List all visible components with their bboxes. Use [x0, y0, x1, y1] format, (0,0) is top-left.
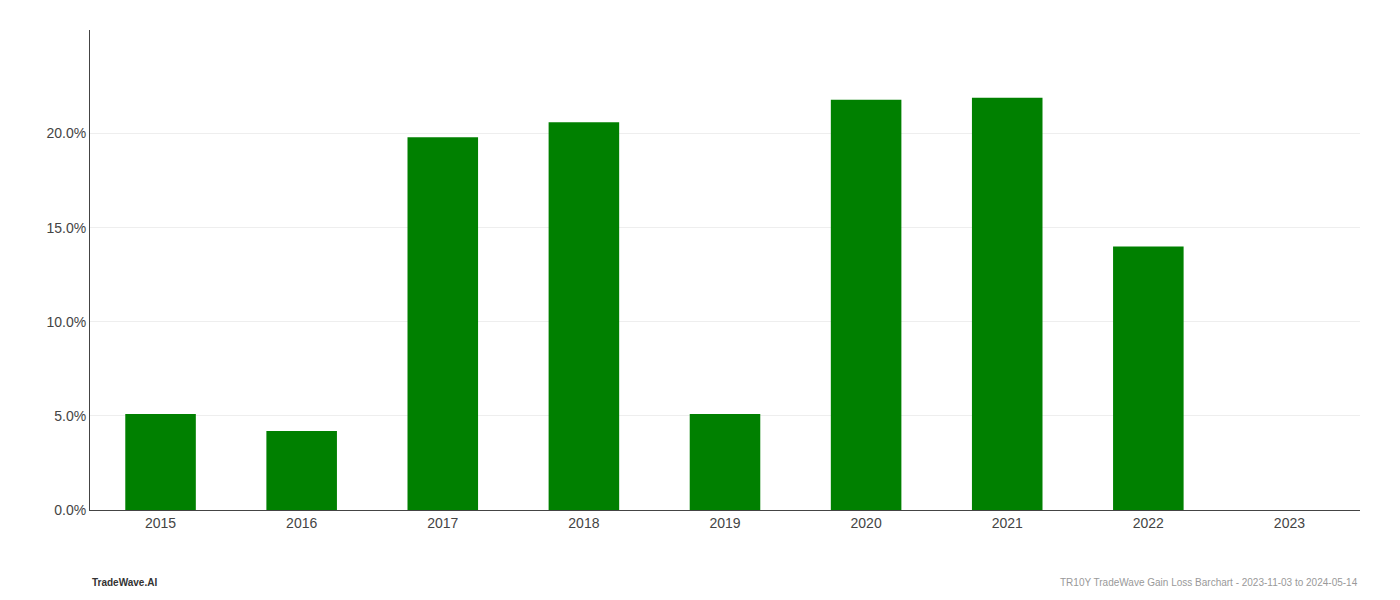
- svg-text:10.0%: 10.0%: [46, 314, 86, 330]
- svg-text:TradeWave.AI: TradeWave.AI: [92, 577, 157, 588]
- svg-text:20.0%: 20.0%: [46, 125, 86, 141]
- svg-text:2018: 2018: [568, 515, 599, 531]
- svg-text:2017: 2017: [427, 515, 458, 531]
- svg-text:2020: 2020: [851, 515, 882, 531]
- svg-text:15.0%: 15.0%: [46, 220, 86, 236]
- svg-text:2021: 2021: [992, 515, 1023, 531]
- svg-text:2022: 2022: [1133, 515, 1164, 531]
- svg-text:TR10Y TradeWave Gain Loss Barc: TR10Y TradeWave Gain Loss Barchart - 202…: [1060, 577, 1358, 588]
- svg-text:5.0%: 5.0%: [54, 408, 86, 424]
- svg-text:0.0%: 0.0%: [54, 502, 86, 518]
- svg-text:2023: 2023: [1274, 515, 1305, 531]
- svg-text:2019: 2019: [709, 515, 740, 531]
- svg-text:2015: 2015: [145, 515, 176, 531]
- svg-text:2016: 2016: [286, 515, 317, 531]
